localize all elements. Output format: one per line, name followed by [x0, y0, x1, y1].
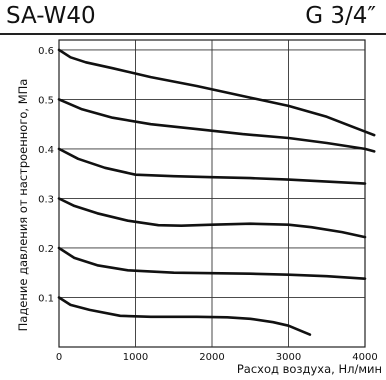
- y-tick-label: 0.3: [38, 194, 54, 205]
- x-tick-label: 3000: [276, 352, 301, 363]
- y-tick-label: 0.5: [38, 95, 54, 106]
- chart-ticks: 0 1000 2000 3000 4000 0.1 0.2 0.3 0.4 0.5 0.6: [38, 46, 378, 363]
- chart-series: [57, 48, 376, 336]
- series-line-6: [57, 48, 376, 137]
- y-tick-label: 0.4: [38, 145, 54, 156]
- model-name: SA-W40: [6, 3, 96, 29]
- series-line-4: [57, 147, 367, 185]
- series-line-3: [57, 197, 367, 239]
- port-size: G 3/4″: [305, 3, 376, 29]
- x-axis-label: Расход воздуха, Нл/мин: [237, 362, 382, 376]
- series-line-1: [57, 296, 312, 336]
- y-tick-label: 0.1: [38, 293, 54, 304]
- x-tick-label: 2000: [199, 352, 224, 363]
- series-line-5: [57, 98, 376, 153]
- series-line-2: [57, 246, 367, 280]
- y-tick-label: 0.2: [38, 244, 54, 255]
- x-tick-label: 1000: [123, 352, 148, 363]
- y-tick-label: 0.6: [38, 46, 54, 57]
- header-rule: [0, 33, 386, 35]
- y-axis-label: Падение давления от настроенного, МПа: [16, 79, 30, 332]
- x-tick-label: 0: [56, 352, 62, 363]
- chart-header: SA-W40 G 3/4″: [0, 0, 386, 36]
- chart-grid: [58, 39, 366, 348]
- x-tick-label: 4000: [352, 352, 377, 363]
